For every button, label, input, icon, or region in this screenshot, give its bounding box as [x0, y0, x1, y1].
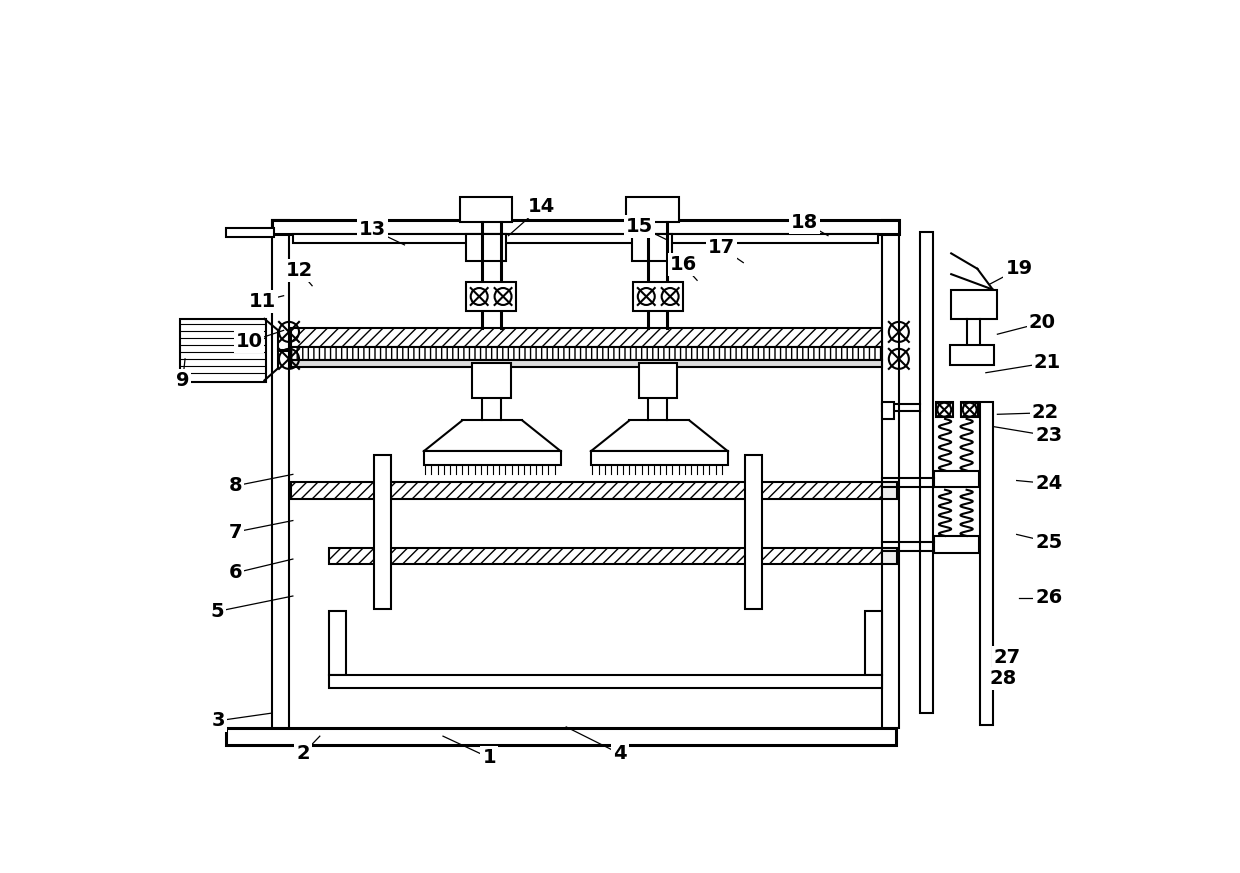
Bar [460, 197, 512, 222]
Bar [329, 547, 882, 565]
Text: 16: 16 [670, 256, 697, 274]
Bar [466, 234, 506, 261]
Bar [934, 536, 978, 553]
Bar [329, 675, 882, 689]
Bar [882, 547, 898, 565]
Bar [866, 611, 882, 675]
Bar [424, 451, 560, 465]
Text: 4: 4 [614, 745, 627, 763]
Bar [920, 232, 932, 713]
Text: 17: 17 [708, 238, 735, 258]
Text: 8: 8 [228, 477, 242, 495]
Bar [590, 451, 728, 465]
Bar [981, 402, 993, 725]
Bar [290, 328, 882, 347]
Bar [950, 345, 994, 365]
Text: 9: 9 [176, 371, 190, 390]
Bar [626, 197, 678, 222]
Bar [466, 282, 516, 311]
Bar [329, 611, 346, 675]
Text: 11: 11 [248, 292, 275, 311]
Bar [290, 361, 882, 367]
Bar [961, 402, 978, 417]
Bar [639, 363, 677, 398]
Bar [373, 455, 391, 609]
Text: 23: 23 [1035, 426, 1063, 445]
Bar [293, 234, 878, 244]
Text: 21: 21 [1034, 354, 1061, 372]
Text: 3: 3 [211, 711, 224, 730]
Bar [632, 234, 672, 261]
Text: 25: 25 [1035, 533, 1063, 552]
Bar [745, 455, 761, 609]
Bar [472, 363, 511, 398]
Bar [882, 402, 894, 419]
Text: 14: 14 [528, 197, 556, 216]
Bar [634, 282, 683, 311]
Bar [290, 347, 882, 361]
Text: 26: 26 [1035, 588, 1063, 607]
Bar [934, 471, 978, 487]
Text: 18: 18 [791, 213, 818, 232]
Bar [936, 402, 952, 417]
Text: 2: 2 [296, 745, 310, 763]
Text: 7: 7 [228, 523, 242, 541]
Bar [272, 220, 899, 234]
Text: 22: 22 [1032, 403, 1059, 423]
Text: 27: 27 [993, 648, 1021, 667]
Bar [882, 482, 898, 499]
Text: 13: 13 [358, 220, 386, 239]
Text: 1: 1 [482, 748, 496, 767]
Text: 15: 15 [626, 217, 653, 236]
Bar [290, 482, 882, 499]
Bar [951, 290, 997, 319]
Text: 12: 12 [285, 261, 312, 280]
Text: 10: 10 [236, 333, 263, 352]
Bar [226, 228, 274, 237]
Text: 5: 5 [211, 601, 224, 621]
Text: 24: 24 [1035, 474, 1063, 493]
Text: 6: 6 [228, 563, 242, 582]
Text: 20: 20 [1028, 313, 1055, 332]
Bar [882, 220, 899, 728]
Bar [272, 220, 289, 728]
Text: 19: 19 [1006, 259, 1033, 278]
Bar [180, 319, 265, 382]
Bar [226, 728, 895, 746]
Text: 28: 28 [990, 669, 1017, 688]
